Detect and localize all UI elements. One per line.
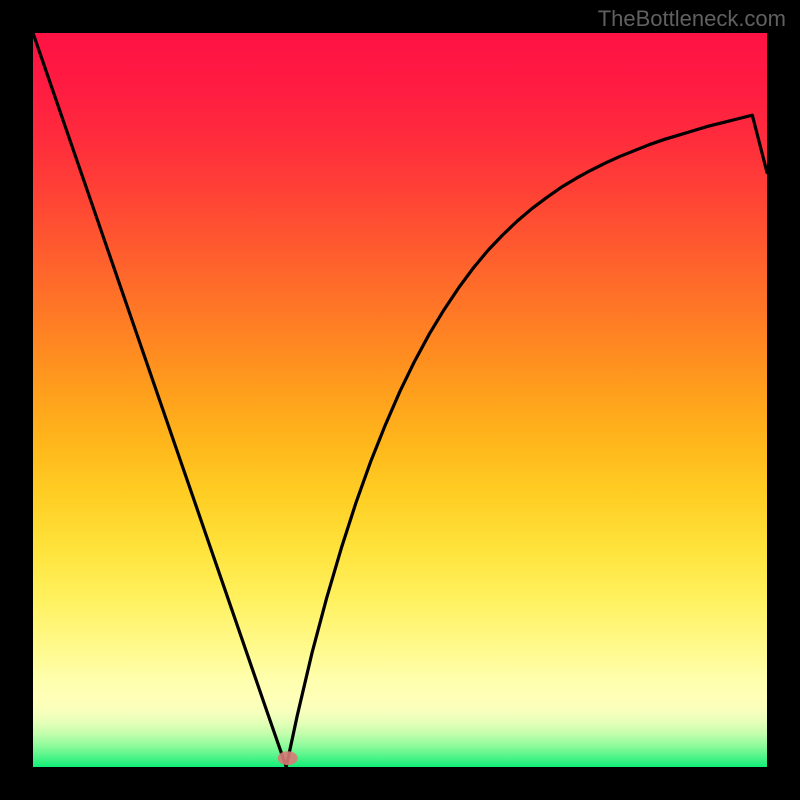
- bottleneck-chart-svg: [0, 0, 800, 800]
- chart-container: TheBottleneck.com: [0, 0, 800, 800]
- watermark-text: TheBottleneck.com: [598, 6, 786, 32]
- optimal-point-marker: [278, 751, 298, 765]
